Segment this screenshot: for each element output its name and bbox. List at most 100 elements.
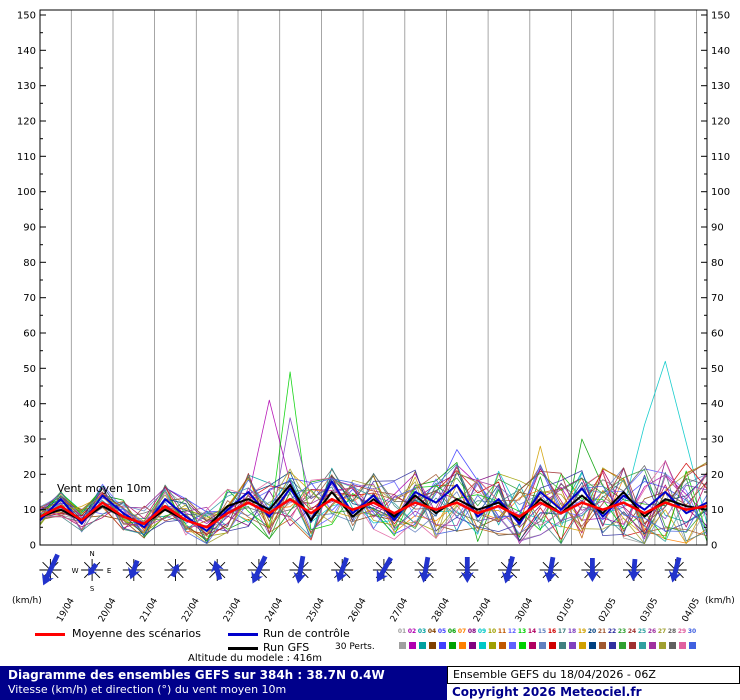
ensemble-member-line [39,471,708,544]
svg-text:04/05: 04/05 [681,597,703,624]
pert-number: 21 [597,628,607,635]
pert-color-square [668,642,676,649]
wind-arrow-icon [627,558,641,581]
svg-text:90: 90 [23,223,36,234]
pert-color-square [518,642,526,649]
wind-arrow-icon [251,555,268,584]
svg-text:60: 60 [711,329,724,340]
y-unit-left: (km/h) [12,596,42,606]
pert-color-square [608,642,616,649]
run-info-cell: Ensemble GEFS du 18/04/2026 - 06Z [447,666,740,684]
svg-text:22/04: 22/04 [180,596,202,624]
pert-number: 08 [467,628,477,635]
pert-color-square [408,642,416,649]
svg-text:50: 50 [711,364,724,375]
svg-text:50: 50 [23,364,36,375]
svg-text:10: 10 [711,505,724,516]
svg-text:25/04: 25/04 [305,596,327,624]
pert-color-square [488,642,496,649]
svg-text:19/04: 19/04 [55,596,77,624]
pert-color-square [578,642,586,649]
svg-text:0: 0 [30,541,36,552]
wind-level-label: Vent moyen 10m [57,482,152,495]
copyright-label: Copyright 2026 Meteociel.fr [452,685,642,699]
svg-text:10: 10 [23,505,36,516]
ensemble-member-line [39,464,708,544]
svg-text:60: 60 [23,329,36,340]
svg-text:110: 110 [711,152,730,163]
pert-color-square [478,642,486,649]
wind-arrow-icon [501,555,515,584]
pert-number: 06 [447,628,457,635]
wind-arrow-icon [88,562,99,576]
compass-rose: N S W E [72,550,112,593]
svg-text:80: 80 [23,258,36,269]
diagram-title-bar: Diagramme des ensembles GEFS sur 384h : … [0,666,447,700]
svg-text:W: W [72,567,79,575]
pert-number: 13 [517,628,527,635]
pert-number: 30 [687,628,697,635]
pert-number: 28 [667,628,677,635]
pert-color-square [638,642,646,649]
pert-color-square [658,642,666,649]
svg-text:30/04: 30/04 [514,596,536,624]
legend-gfs-label: Run GFS [263,641,310,654]
ensemble-member-line [39,472,708,544]
pert-color-square [688,642,696,649]
pert-number: 24 [627,628,637,635]
svg-text:27/04: 27/04 [389,596,411,624]
wind-arrow-icon [41,553,60,586]
wind-direction-strip: N S W E [39,550,687,593]
pert-number: 29 [677,628,687,635]
pert-color-square [538,642,546,649]
svg-text:120: 120 [711,117,730,128]
svg-text:24/04: 24/04 [264,596,286,624]
svg-text:20: 20 [711,470,724,481]
wind-arrow-icon [418,556,432,583]
svg-text:140: 140 [711,46,730,57]
svg-text:20: 20 [23,470,36,481]
pert-color-square [398,642,406,649]
pert-color-square [528,642,536,649]
pert-number: 18 [567,628,577,635]
pert-number: 16 [547,628,557,635]
svg-text:30: 30 [23,435,36,446]
perts-numbers: 01 02 03 04 05 06 07 08 09 10 11 12 13 14 15 16 17 18 19 20… [397,628,697,647]
svg-text:21/04: 21/04 [139,596,161,624]
wind-arrow-icon [376,556,393,583]
svg-text:110: 110 [17,152,36,163]
diagram-subtitle: Vitesse (km/h) et direction (°) du vent … [8,683,287,696]
svg-text:100: 100 [17,187,36,198]
pert-number: 26 [647,628,657,635]
pert-number: 12 [507,628,517,635]
pert-number: 07 [457,628,467,635]
pert-color-square [458,642,466,649]
svg-text:S: S [90,585,95,593]
svg-text:30: 30 [711,435,724,446]
svg-text:150: 150 [17,11,36,22]
pert-number: 02 [407,628,417,635]
legend-gfs-line-sample [228,647,258,650]
wind-arrow-icon [543,556,557,583]
pert-color-square [588,642,596,649]
y-unit-right: (km/h) [705,596,735,606]
pert-number: 14 [527,628,537,635]
pert-number: 09 [477,628,487,635]
svg-text:90: 90 [711,223,724,234]
svg-text:130: 130 [17,81,36,92]
pert-number: 22 [607,628,617,635]
pert-color-square [628,642,636,649]
wind-arrow-icon [585,558,599,582]
svg-text:N: N [89,550,94,558]
wind-arrow-icon [335,556,349,583]
svg-text:20/04: 20/04 [97,596,119,624]
svg-text:100: 100 [711,187,730,198]
pert-number: 04 [427,628,437,635]
pert-color-square [558,642,566,649]
pert-color-square [548,642,556,649]
svg-text:02/05: 02/05 [597,597,619,624]
pert-number: 15 [537,628,547,635]
wind-arrow-icon [211,560,224,581]
pert-color-square [508,642,516,649]
